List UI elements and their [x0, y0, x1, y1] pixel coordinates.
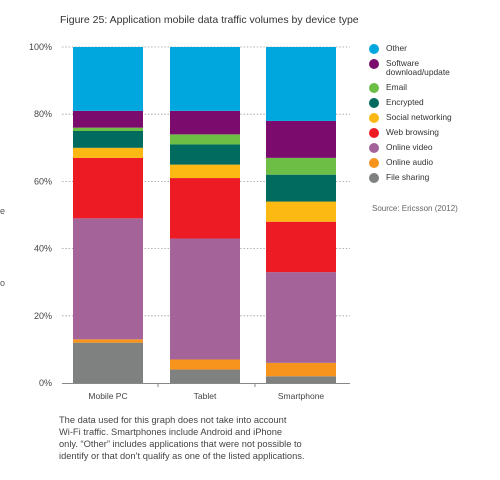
- legend-swatch: [369, 128, 379, 138]
- bar-segment: [73, 131, 143, 148]
- legend-item: Online audio: [369, 157, 500, 168]
- legend: Other Software download/update Email Enc…: [369, 44, 500, 188]
- bar-segment: [170, 47, 240, 111]
- legend-item: Software download/update: [369, 59, 500, 77]
- bar-segment: [266, 120, 336, 158]
- bar-segment: [73, 339, 143, 343]
- legend-label: File sharing: [386, 172, 430, 182]
- legend-swatch: [369, 113, 379, 123]
- bar-segment: [266, 221, 336, 273]
- legend-item: Social networking: [369, 112, 500, 123]
- caption-line: Wi-Fi traffic. Smartphones include Andro…: [59, 427, 283, 437]
- figure-title: Figure 25: Application mobile data traff…: [60, 14, 359, 26]
- legend-label: Web browsing: [386, 127, 439, 137]
- bar-segment: [73, 47, 143, 111]
- cropped-text-fragment: o: [0, 278, 6, 288]
- legend-item: Encrypted: [369, 97, 500, 108]
- bar-segment: [266, 362, 336, 377]
- caption: The data used for this graph does not ta…: [59, 414, 359, 462]
- y-tick-label: 0%: [39, 378, 52, 388]
- caption-line: The data used for this graph does not ta…: [59, 415, 287, 425]
- legend-swatch: [369, 173, 379, 183]
- legend-swatch: [369, 143, 379, 153]
- bar-segment: [170, 110, 240, 135]
- x-tick-label: Mobile PC: [88, 391, 127, 401]
- bar-segment: [73, 218, 143, 340]
- bar-segment: [266, 47, 336, 121]
- legend-label: Online video: [386, 142, 433, 152]
- caption-line: only. “Other” includes applications that…: [59, 439, 302, 449]
- y-tick-label: 40%: [34, 244, 52, 254]
- bar-segment: [73, 147, 143, 158]
- legend-item: Web browsing: [369, 127, 500, 138]
- bar-segment: [266, 201, 336, 222]
- y-tick-label: 60%: [34, 176, 52, 186]
- legend-item: Email: [369, 82, 500, 93]
- legend-swatch: [369, 59, 379, 69]
- stacked-bar-chart: 0% 20% 40% 60% 80% 100% Mobile PC Tablet Smartph…: [29, 42, 350, 401]
- legend-swatch: [369, 98, 379, 108]
- source-note: Source: Ericsson (2012): [372, 204, 458, 213]
- legend-swatch: [369, 83, 379, 93]
- bar-segment: [170, 164, 240, 179]
- legend-swatch: [369, 44, 379, 54]
- bar-segment: [266, 157, 336, 175]
- bar-segment: [170, 369, 240, 383]
- legend-label: Social networking: [386, 112, 452, 122]
- bar-segment: [170, 238, 240, 360]
- axes: 0% 20% 40% 60% 80% 100% Mobile PC Tablet Smartph…: [29, 42, 350, 401]
- caption-line: identify or that don’t qualify as one of…: [59, 451, 305, 461]
- y-tick-label: 20%: [34, 311, 52, 321]
- legend-item: Online video: [369, 142, 500, 153]
- bar-segment: [170, 134, 240, 145]
- legend-label: Software download/update: [386, 58, 450, 77]
- legend-label: Other: [386, 43, 407, 53]
- bar-segment: [266, 376, 336, 383]
- legend-item: File sharing: [369, 172, 500, 183]
- bar-segment: [266, 174, 336, 202]
- bar-segment: [73, 157, 143, 219]
- bars: [73, 47, 336, 383]
- y-tick-label: 100%: [29, 42, 52, 52]
- bar-segment: [73, 342, 143, 383]
- legend-item: Other: [369, 43, 500, 54]
- cropped-text-fragment: e: [0, 206, 6, 216]
- bar-segment: [170, 359, 240, 370]
- bar-segment: [266, 272, 336, 363]
- legend-swatch: [369, 158, 379, 168]
- x-tick-label: Tablet: [194, 391, 217, 401]
- bar-segment: [170, 178, 240, 239]
- bar-segment: [73, 127, 143, 131]
- legend-label: Encrypted: [386, 97, 424, 107]
- x-tick-label: Smartphone: [278, 391, 325, 401]
- y-tick-label: 80%: [34, 109, 52, 119]
- legend-label: Email: [386, 82, 407, 92]
- bar-segment: [73, 110, 143, 128]
- bar-segment: [170, 144, 240, 165]
- legend-label: Online audio: [386, 157, 434, 167]
